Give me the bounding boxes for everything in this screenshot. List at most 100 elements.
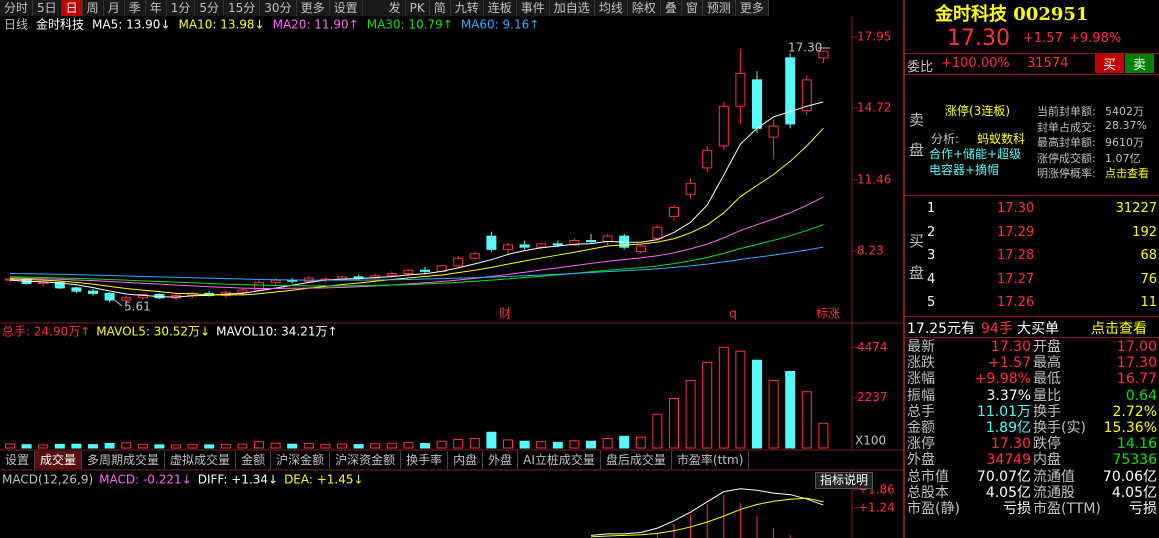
candle-body [735, 72, 746, 107]
tab[interactable]: 外盘 [483, 451, 519, 469]
ma-legend: MA10: 13.98↓ [179, 18, 265, 32]
toolbar-button[interactable]: 5日 [33, 0, 62, 16]
stat-value: 亏损 [1129, 501, 1157, 517]
ma-line [9, 246, 824, 281]
tab[interactable]: 沪深金额 [271, 451, 331, 469]
toolbar-button[interactable]: 连板 [484, 0, 517, 16]
volume-legend: MAVOL10: 34.21万↑ [216, 325, 337, 339]
toolbar-button[interactable]: 九转 [451, 0, 484, 16]
toolbar-button[interactable]: 周 [83, 0, 104, 16]
toolbar-button[interactable]: 更多 [297, 0, 330, 16]
last-price: 17.30 [947, 26, 1010, 51]
toolbar-button[interactable]: 30分 [260, 0, 297, 16]
candle-body [303, 277, 314, 282]
candle-body [270, 279, 281, 283]
volume-bar [104, 443, 115, 449]
unit-label: X100 [855, 434, 886, 448]
volume-bar [171, 444, 181, 449]
candle-body [702, 149, 713, 169]
help-button[interactable]: 指标说明 [815, 472, 874, 489]
stat-value: 0.64 [1125, 387, 1157, 404]
toolbar-button[interactable]: 窗 [682, 0, 703, 16]
volume-bar [337, 443, 347, 449]
volume-bar [21, 444, 32, 449]
candle-body [569, 240, 580, 246]
toolbar-button[interactable]: 1分 [167, 0, 196, 16]
tab[interactable]: 多周期成交量 [82, 451, 166, 469]
volume-bar [88, 444, 98, 449]
candle-body [718, 105, 729, 147]
toolbar-button[interactable]: 加自选 [550, 0, 595, 16]
toolbar-button[interactable]: 年 [146, 0, 167, 16]
ma-legend: MA60: 9.16↑ [461, 18, 539, 32]
volume-legend: 总手: 24.90万↑ [2, 325, 90, 339]
tab[interactable]: 换手率 [401, 451, 449, 469]
analysis-text[interactable]: 合作+储能+超级电容器+摘帽 [929, 147, 1022, 177]
toolbar-button[interactable]: 更多 [736, 0, 769, 16]
candle-body [54, 281, 65, 289]
toolbar-button[interactable]: 15分 [224, 0, 261, 16]
stat-value: 17.30 [990, 339, 1031, 355]
tab[interactable]: 内盘 [448, 451, 484, 469]
toolbar-button[interactable]: 叠 [661, 0, 682, 16]
price-label: 17.30 [788, 41, 822, 55]
stat-label: 流通股 [1033, 484, 1075, 501]
toolbar-button[interactable]: 分时 [0, 0, 34, 16]
toolbar-button[interactable]: 预测 [703, 0, 736, 16]
tab[interactable]: 盘后成交量 [601, 451, 672, 469]
analysis-label: 分析: [931, 132, 960, 146]
stat-label: 涨跌 [907, 355, 935, 372]
buy-button[interactable]: 买 [1095, 54, 1125, 73]
macd-legend: MACD: -0.221↓ [99, 473, 192, 487]
toolbar-button[interactable]: 日 [61, 0, 83, 16]
tab[interactable]: 市盈率(ttm) [672, 451, 750, 469]
sell-button[interactable]: 卖 [1125, 54, 1155, 73]
candle-body [71, 287, 82, 292]
ratio: +100.00% [941, 56, 1010, 71]
limit-stat-value[interactable]: 点击查看 [1105, 167, 1149, 180]
stat-value: 17.00 [1116, 339, 1157, 355]
toolbar-button[interactable]: PK [406, 0, 430, 16]
stat-value: 75336 [1112, 452, 1157, 469]
ma-legend: MA30: 10.79↑ [367, 18, 453, 32]
candle-body [486, 235, 497, 250]
stat-value: 1.89亿 [985, 420, 1031, 436]
divider [905, 53, 1159, 54]
quote-panel: 金时科技 002951 17.30 +1.57 +9.98% 委比 +100.00% 315… [903, 0, 1159, 538]
bid-volume: 31227 [1115, 201, 1157, 216]
volume-bar [38, 444, 49, 449]
tab[interactable]: 设置 [0, 451, 36, 469]
buy-side-label: 买盘 [909, 232, 925, 282]
tab[interactable]: 虚拟成交量 [165, 451, 237, 469]
stat-value: 14.16 [1116, 436, 1157, 453]
toolbar-button[interactable]: 季 [125, 0, 146, 16]
bid-level: 1 [927, 201, 936, 216]
candle-body [752, 79, 762, 129]
y-tick-label: 11.46 [857, 172, 891, 186]
candle-body [121, 297, 132, 301]
volume-bar [353, 444, 364, 449]
big-order[interactable]: 点击查看 [1091, 321, 1147, 337]
toolbar-button[interactable]: 发 [385, 0, 406, 16]
candle-body [536, 243, 547, 248]
volume-bar [685, 380, 696, 449]
toolbar-button[interactable]: 简 [430, 0, 451, 16]
toolbar-button[interactable]: 均线 [595, 0, 628, 16]
candle-body [818, 50, 829, 59]
tab[interactable]: 成交量 [35, 451, 83, 469]
volume-bar [320, 443, 331, 449]
volume-bar [469, 438, 480, 449]
event-marker: 标涨 [816, 306, 840, 321]
tab[interactable]: 沪深资金额 [330, 451, 402, 469]
stat-value: 亏损 [1003, 501, 1031, 517]
toolbar-button[interactable]: 5分 [195, 0, 225, 16]
toolbar-button[interactable]: 事件 [517, 0, 550, 16]
toolbar-button[interactable]: 月 [104, 0, 125, 16]
toolbar-button[interactable]: 除权 [628, 0, 661, 16]
toolbar-button[interactable]: 设置 [330, 0, 363, 16]
candle-body [669, 207, 679, 217]
ma-line [9, 127, 824, 296]
tab[interactable]: 金额 [236, 451, 272, 469]
tab[interactable]: AI立桩成交量 [518, 451, 601, 469]
